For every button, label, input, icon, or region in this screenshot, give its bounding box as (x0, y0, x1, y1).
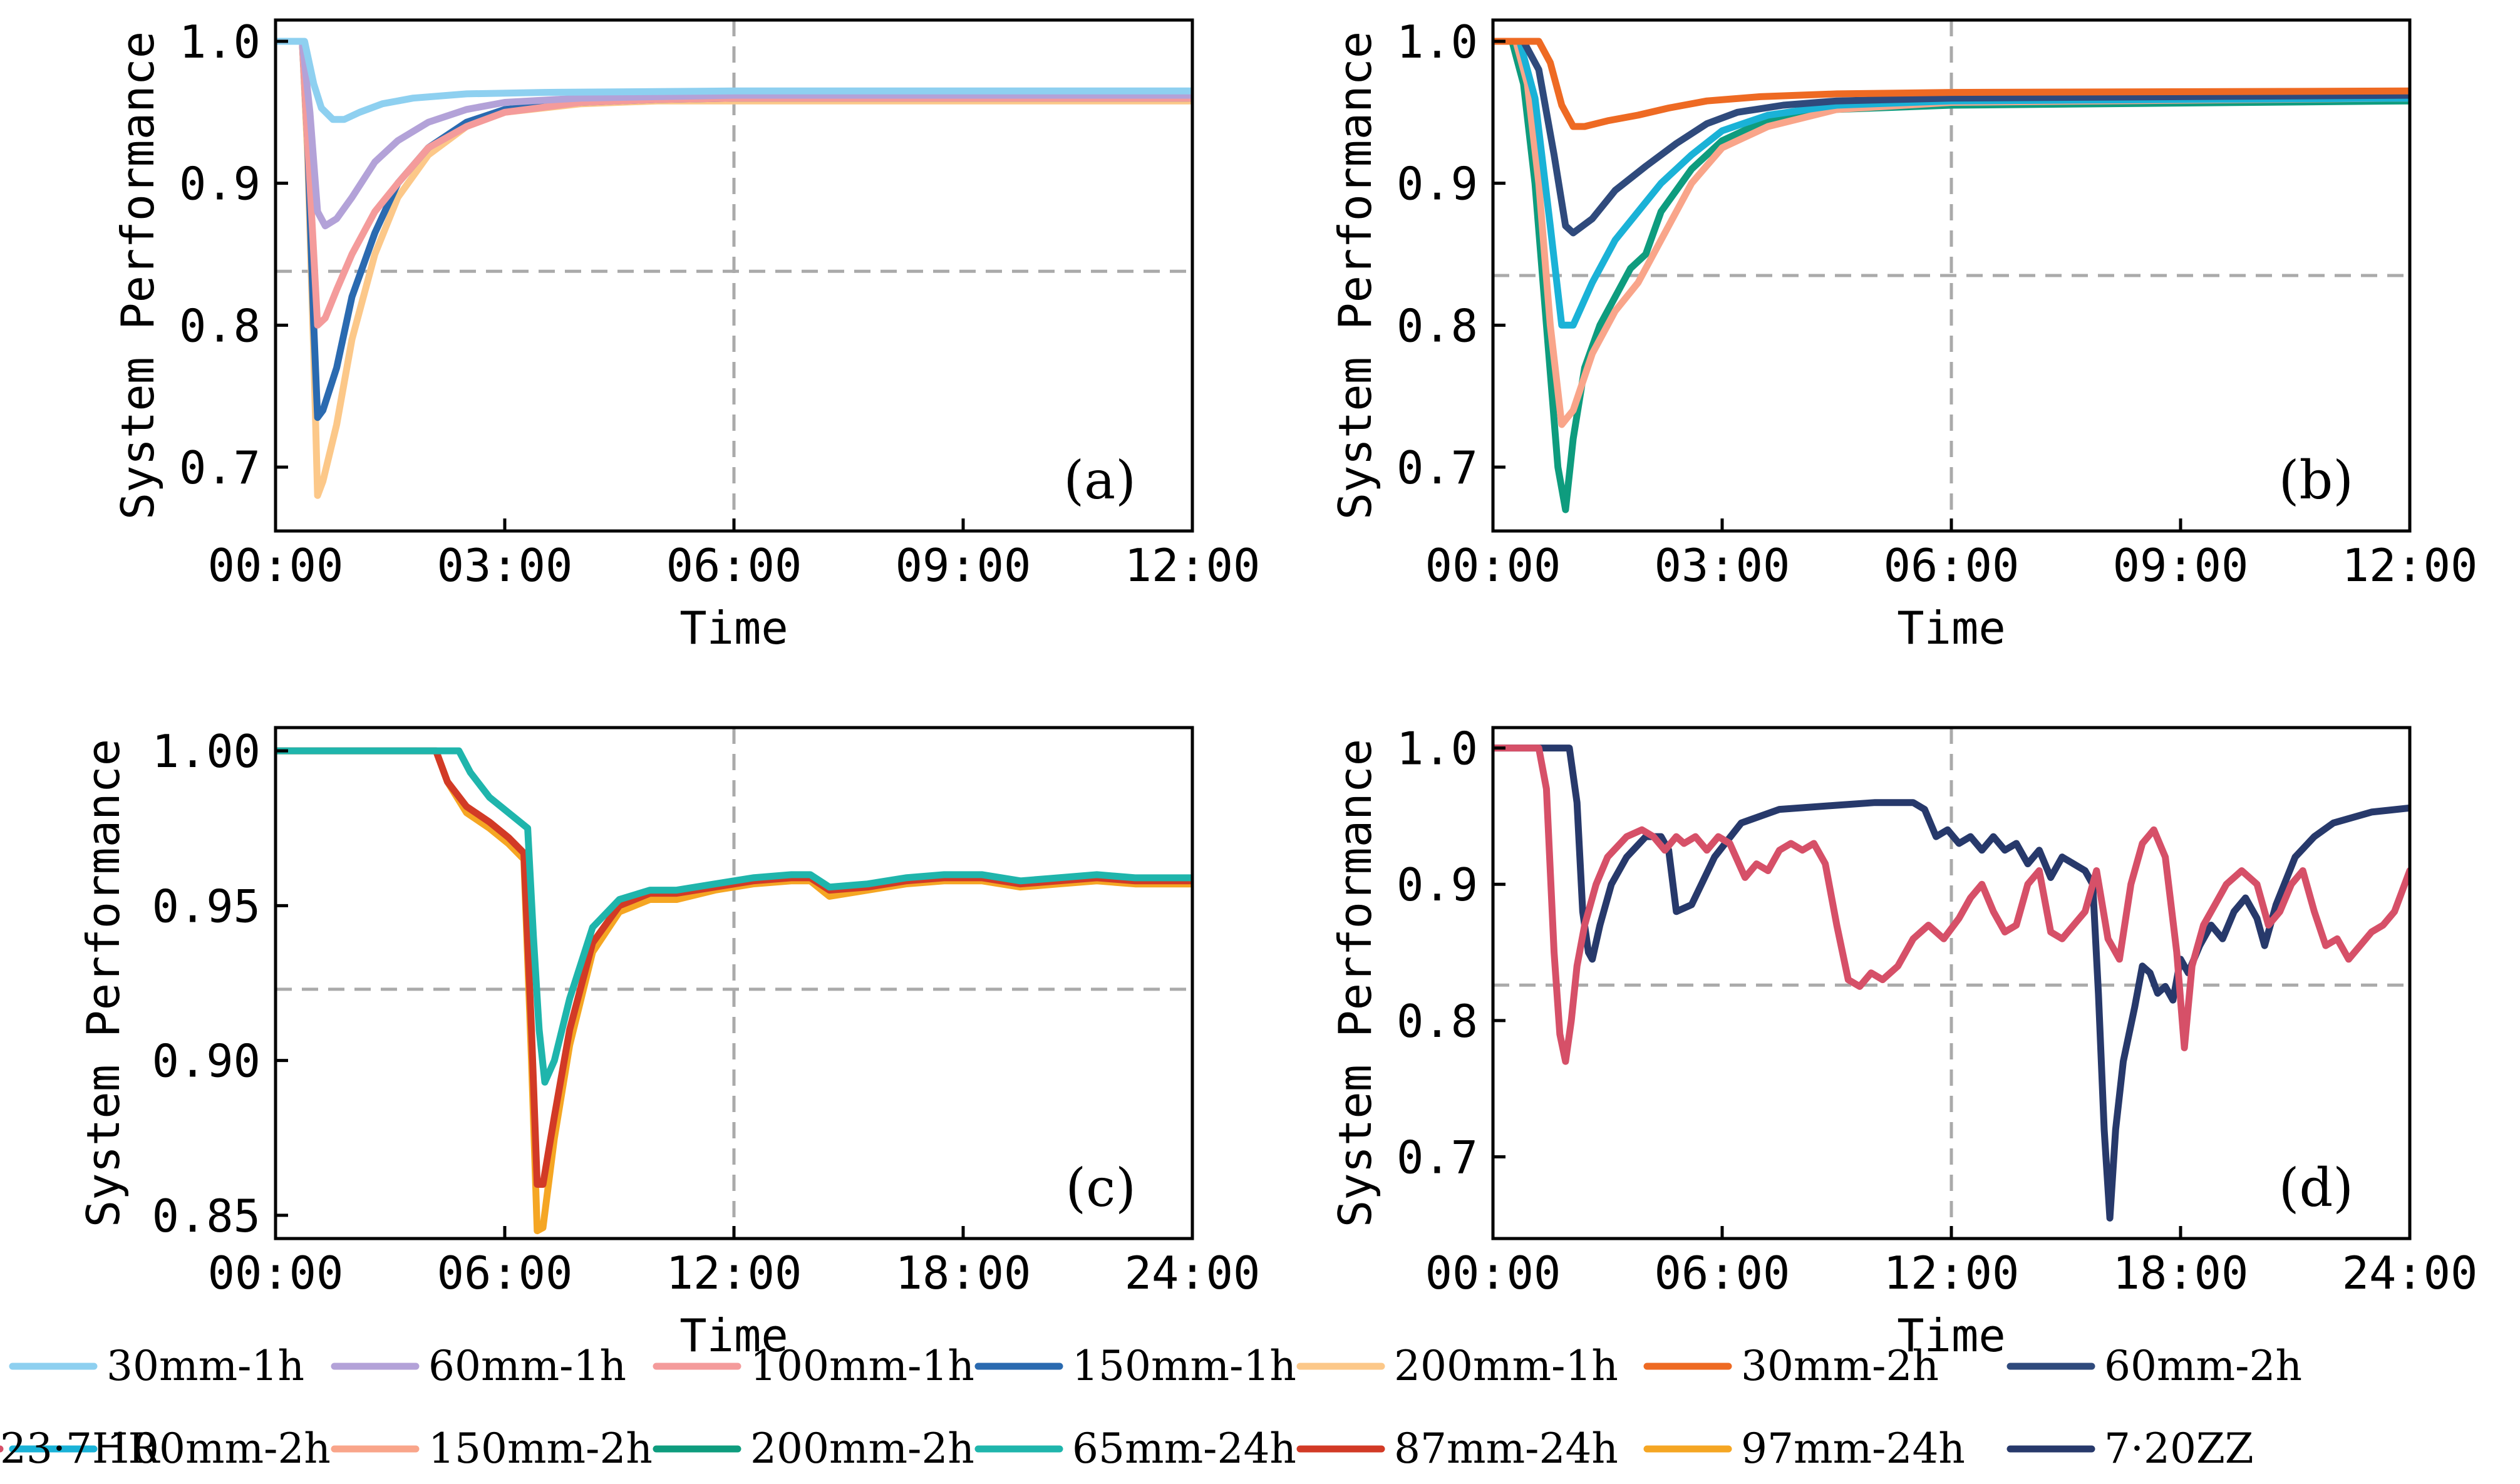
legend-label: 200mm-1h (1394, 1342, 1618, 1390)
x-tick-label: 06:00 (437, 1247, 573, 1299)
series-group (1493, 38, 2410, 513)
y-axis-label: System Performance (77, 739, 130, 1227)
series-line-100mm-2h (1493, 38, 2410, 329)
y-axis-label: System Performance (1329, 31, 1381, 520)
y-axis-label: System Performance (111, 31, 164, 520)
legend-label: 30mm-1h (106, 1342, 304, 1390)
legend-label: 97mm-24h (1741, 1425, 1965, 1473)
y-tick-label: 0.90 (152, 1035, 261, 1088)
legend-label: 30mm-2h (1741, 1342, 1939, 1390)
legend-item: 150mm-2h (331, 1425, 653, 1473)
legend-item: 60mm-2h (2006, 1342, 2302, 1390)
legend-item: 87mm-24h (1296, 1425, 1618, 1473)
chart-panel-c: 00:00 06:00 12:00 18:00 24:00 0.85 0.90 0.95 1.0… (77, 725, 1260, 1362)
x-tick-label: 24:00 (1125, 1247, 1261, 1299)
y-tick-label: 0.9 (1397, 158, 1478, 210)
series-line-23·7HR (1493, 745, 2410, 1065)
y-tick-label: 0.9 (179, 158, 261, 210)
y-tick-label: 0.8 (179, 299, 261, 352)
x-tick-label: 00:00 (208, 1247, 344, 1299)
legend-label: 150mm-1h (1072, 1342, 1296, 1390)
x-tick-label: 12:00 (2342, 539, 2478, 592)
legend-item: 23·7HR (0, 1425, 161, 1473)
legend-item: 7·20ZZ (2006, 1425, 2254, 1473)
x-tick-label: 06:00 (666, 539, 802, 592)
chart-panel-b: 00:00 03:00 06:00 09:00 12:00 0.7 0.8 0.9 1.0 Tim… (1329, 16, 2477, 654)
series-line-30mm-1h (276, 38, 1192, 123)
panel-label: (b) (2279, 450, 2353, 511)
series-group (276, 38, 1192, 499)
legend-item: 60mm-1h (331, 1342, 626, 1390)
x-axis-label: Time (679, 602, 788, 654)
legend-item: 100mm-1h (653, 1342, 974, 1390)
x-tick-label: 06:00 (1655, 1247, 1790, 1299)
y-tick-label: 0.7 (1397, 441, 1478, 494)
x-axis-label: Time (1897, 602, 2005, 654)
panel-label: (a) (1063, 450, 1136, 511)
x-tick-label: 18:00 (2113, 1247, 2249, 1299)
y-tick-label: 0.95 (152, 880, 261, 932)
legend-label: 200mm-2h (750, 1425, 974, 1473)
y-tick-label: 1.00 (152, 725, 261, 778)
x-tick-label: 00:00 (1425, 539, 1561, 592)
x-axis-label: Time (679, 1309, 788, 1362)
x-tick-label: 18:00 (896, 1247, 1031, 1299)
series-line-60mm-2h (1493, 38, 2410, 237)
chart-panel-a: 00:00 03:00 06:00 09:00 12:00 0.7 0.8 0.9 1.0 Tim… (111, 16, 1260, 654)
x-tick-label: 12:00 (666, 1247, 802, 1299)
legend-item: 65mm-24h (974, 1425, 1296, 1473)
x-tick-label: 12:00 (1884, 1247, 2020, 1299)
legend-label: 23·7HR (0, 1425, 161, 1473)
legend-item: 200mm-1h (1296, 1342, 1618, 1390)
y-tick-label: 0.8 (1397, 299, 1478, 352)
y-tick-label: 0.8 (1397, 995, 1478, 1048)
legend-item: 100mm-2h (9, 1425, 331, 1473)
series-line-65mm-24h (276, 747, 1192, 1086)
y-axis-label: System Performance (1329, 739, 1381, 1227)
legend: 30mm-1h 60mm-1h 100mm-1h 150mm-1h 200mm-1h 30… (0, 1342, 2302, 1473)
legend-label: 60mm-2h (2104, 1342, 2302, 1390)
x-tick-label: 24:00 (2342, 1247, 2478, 1299)
legend-item: 150mm-1h (974, 1342, 1296, 1390)
y-tick-label: 1.0 (1397, 723, 1478, 775)
series-line-30mm-2h (1493, 38, 2410, 130)
legend-label: 7·20ZZ (2104, 1425, 2254, 1473)
legend-item: 97mm-24h (1643, 1425, 1965, 1473)
legend-label: 150mm-2h (428, 1425, 653, 1473)
legend-label: 87mm-24h (1394, 1425, 1618, 1473)
y-tick-label: 0.9 (1397, 858, 1478, 911)
legend-label: 100mm-2h (106, 1425, 331, 1473)
legend-label: 60mm-1h (428, 1342, 626, 1390)
series-line-7·20ZZ (1493, 745, 2410, 1222)
x-tick-label: 12:00 (1125, 539, 1261, 592)
legend-item: 30mm-1h (9, 1342, 304, 1390)
y-tick-label: 0.85 (152, 1190, 261, 1242)
panel-label: (c) (1065, 1157, 1136, 1219)
series-group (1493, 745, 2410, 1222)
x-tick-label: 03:00 (437, 539, 573, 592)
series-line-200mm-2h (1493, 38, 2410, 513)
x-tick-label: 03:00 (1655, 539, 1790, 592)
x-tick-label: 00:00 (208, 539, 344, 592)
x-tick-label: 09:00 (2113, 539, 2249, 592)
y-tick-label: 1.0 (1397, 16, 1478, 68)
y-tick-label: 0.7 (1397, 1131, 1478, 1183)
x-tick-label: 06:00 (1884, 539, 2020, 592)
panel-label: (d) (2279, 1157, 2353, 1219)
x-tick-label: 09:00 (896, 539, 1031, 592)
chart-panel-d: 00:00 06:00 12:00 18:00 24:00 0.7 0.8 0.9 1.0 Tim… (1329, 723, 2477, 1362)
legend-item: 30mm-2h (1643, 1342, 1939, 1390)
y-tick-label: 0.7 (179, 441, 261, 494)
series-line-150mm-2h (1493, 38, 2410, 428)
x-tick-label: 00:00 (1425, 1247, 1561, 1299)
legend-label: 65mm-24h (1072, 1425, 1296, 1473)
series-group (276, 747, 1192, 1235)
legend-item: 200mm-2h (653, 1425, 974, 1473)
y-tick-label: 1.0 (179, 16, 261, 68)
legend-label: 100mm-1h (750, 1342, 974, 1390)
x-axis-label: Time (1897, 1309, 2005, 1362)
series-line-60mm-1h (276, 38, 1192, 230)
